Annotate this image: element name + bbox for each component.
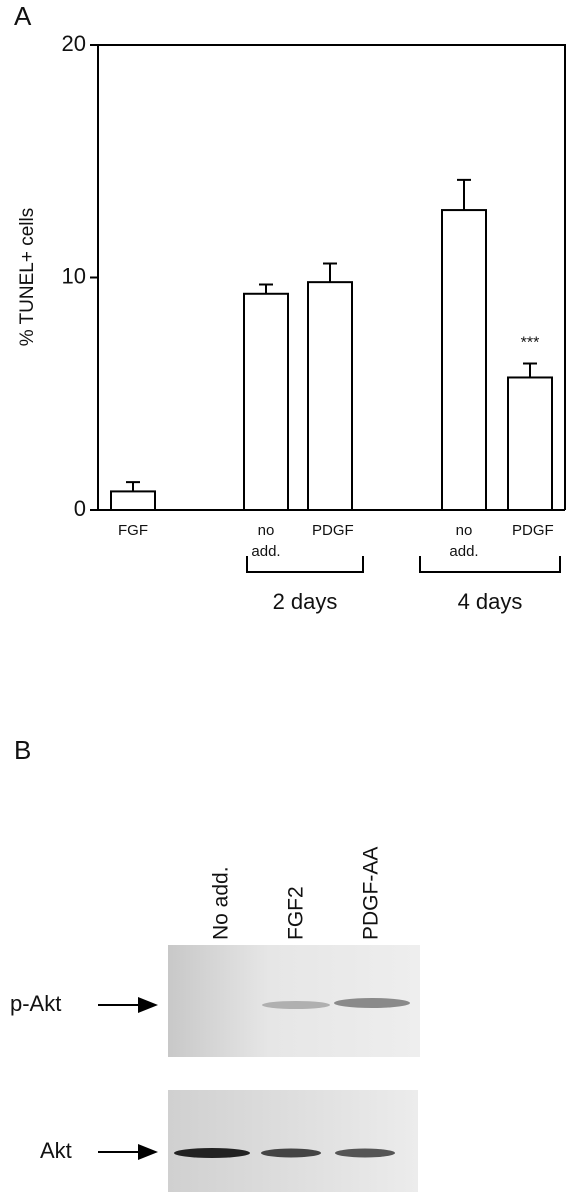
group-label: 2 days [273, 589, 338, 614]
bar [307, 281, 353, 511]
lane-label: PDGF-AA [360, 847, 383, 940]
row-label: p-Akt [10, 991, 61, 1016]
x-tick-label: no add. [449, 522, 479, 560]
error-bar [523, 362, 537, 378]
bar [507, 376, 553, 511]
y-tick-label: 0 [74, 496, 86, 521]
bar [441, 209, 487, 511]
arrow-head [138, 997, 158, 1013]
lane-label: FGF2 [285, 886, 308, 940]
row-label: Akt [40, 1138, 72, 1163]
error-bar [457, 178, 471, 211]
x-tick-label: PDGF [512, 522, 554, 539]
band [262, 1001, 330, 1009]
error-bar [259, 283, 273, 294]
band [174, 1148, 250, 1158]
bar [110, 490, 156, 511]
annotation: *** [521, 335, 540, 352]
bar [243, 292, 289, 511]
panel-label: B [14, 735, 31, 765]
band [261, 1148, 321, 1158]
y-axis-label: % TUNEL+ cells [17, 208, 38, 347]
arrow-head [138, 1144, 158, 1160]
group-bracket [419, 556, 561, 573]
y-tick-label: 20 [62, 31, 86, 56]
band [334, 998, 410, 1008]
x-tick-label: no add. [251, 522, 281, 560]
group-bracket [246, 556, 364, 573]
blot-image [168, 1090, 418, 1192]
lane-label: No add. [210, 866, 233, 940]
group-label: 4 days [458, 589, 523, 614]
x-tick-label: FGF [118, 522, 148, 539]
error-bar [323, 262, 337, 283]
error-bar [126, 481, 140, 492]
x-tick-label: PDGF [312, 522, 354, 539]
band [335, 1148, 395, 1158]
y-tick-label: 10 [62, 263, 86, 288]
panel-label: A [14, 1, 32, 31]
